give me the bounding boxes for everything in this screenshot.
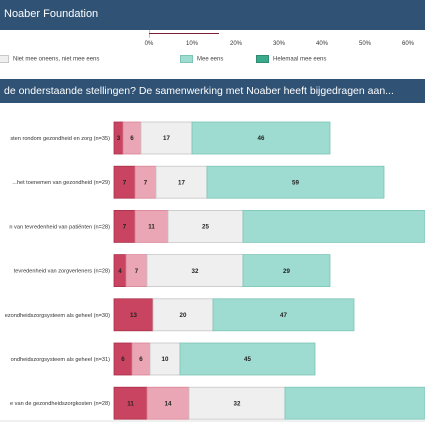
row-label: e van de gezondheidszorgkosten (n=28) bbox=[10, 401, 110, 407]
bar-value-label: 4 bbox=[118, 268, 122, 275]
bar-value-label: 25 bbox=[202, 224, 209, 231]
axis-tick-40: 40% bbox=[315, 41, 329, 47]
bar-value-label: 47 bbox=[280, 312, 287, 319]
row-label: sten rondom gezondheid en zorg (n=35) bbox=[10, 136, 110, 142]
bar-segment bbox=[212, 298, 355, 332]
bar-value-label: 59 bbox=[292, 179, 299, 186]
stacked-bar-chart: sten rondom gezondheid en zorg (n=35) 3 6 1… bbox=[0, 121, 425, 422]
row-label: n van tevredenheid van patiënten (n=28) bbox=[9, 224, 110, 230]
bar-segment bbox=[179, 342, 316, 376]
axis-tick-60: 60% bbox=[401, 41, 415, 47]
legend-label-agree: Mee eens bbox=[197, 56, 224, 63]
bar-value-label: 11 bbox=[127, 400, 134, 407]
legend-swatch-agree bbox=[180, 55, 193, 63]
bar-segment bbox=[191, 121, 331, 155]
bar-value-label: 29 bbox=[283, 268, 290, 275]
bar-value-label: 32 bbox=[192, 268, 199, 275]
bar-segment bbox=[188, 386, 286, 420]
bar-segment bbox=[149, 342, 181, 376]
bar-segment bbox=[152, 298, 214, 332]
bar-value-label: 7 bbox=[135, 268, 139, 275]
bar-segment bbox=[284, 386, 425, 420]
row-label: ...het toenemen van gezondheid (n=29) bbox=[12, 180, 110, 186]
bar-segment bbox=[206, 165, 385, 199]
bar-segment bbox=[140, 121, 193, 155]
bar-value-label: 3 bbox=[117, 135, 121, 142]
axis-tick-0: 0% bbox=[144, 41, 154, 47]
axis-tick-30: 30% bbox=[272, 41, 286, 47]
bar-value-label: 32 bbox=[234, 400, 241, 407]
axis-tick-50: 50% bbox=[358, 41, 372, 47]
row-label: ezondheidszorgsysteem als geheel (n=30) bbox=[5, 313, 110, 319]
bar-value-label: 10 bbox=[162, 356, 169, 363]
bar-segment bbox=[242, 254, 331, 288]
dashboard-title: Noaber Foundation bbox=[4, 8, 99, 20]
bar-value-label: 14 bbox=[165, 400, 172, 407]
legend-label-strongly-agree: Helemaal mee eens bbox=[273, 56, 327, 63]
bar-value-label: 45 bbox=[244, 356, 251, 363]
top-bar-remnant bbox=[149, 33, 219, 34]
bar-value-label: 20 bbox=[180, 312, 187, 319]
bar-segment bbox=[155, 165, 208, 199]
section-header bbox=[0, 79, 425, 103]
bar-segment bbox=[113, 386, 148, 420]
bar-value-label: 7 bbox=[123, 224, 127, 231]
bar-value-label: 46 bbox=[258, 135, 265, 142]
bar-value-label: 17 bbox=[163, 135, 170, 142]
bar-value-label: 7 bbox=[123, 179, 127, 186]
dashboard-header bbox=[0, 0, 425, 30]
legend-item-agree: Mee eens bbox=[180, 55, 223, 63]
bar-value-label: 11 bbox=[148, 224, 155, 231]
axis-tick-20: 20% bbox=[229, 41, 243, 47]
legend-item-neutral: Niet mee oneens, niet mee eens bbox=[0, 55, 99, 63]
bar-value-label: 6 bbox=[121, 356, 125, 363]
section-title: de onderstaande stellingen? De samenwerk… bbox=[4, 85, 394, 97]
legend-swatch-strongly-agree bbox=[256, 55, 269, 63]
row-label: ondheidszorgsysteem als geheel (n=31) bbox=[11, 357, 110, 363]
axis-tick-10: 10% bbox=[185, 41, 199, 47]
bar-value-label: 13 bbox=[130, 312, 137, 319]
legend-item-strongly-agree: Helemaal mee eens bbox=[256, 55, 326, 63]
bar-value-label: 6 bbox=[139, 356, 143, 363]
axis-zero-line bbox=[149, 30, 150, 38]
bar-segment bbox=[146, 386, 190, 420]
legend-label-neutral: Niet mee oneens, niet mee eens bbox=[13, 56, 100, 63]
bar-value-label: 7 bbox=[144, 179, 148, 186]
bar-value-label: 6 bbox=[130, 135, 134, 142]
row-label: tevredenheid van zorgverleners (n=28) bbox=[14, 269, 110, 275]
bar-segment bbox=[242, 210, 425, 243]
bar-segment bbox=[134, 210, 169, 243]
legend-swatch-neutral bbox=[0, 55, 9, 63]
bar-value-label: 17 bbox=[178, 179, 185, 186]
